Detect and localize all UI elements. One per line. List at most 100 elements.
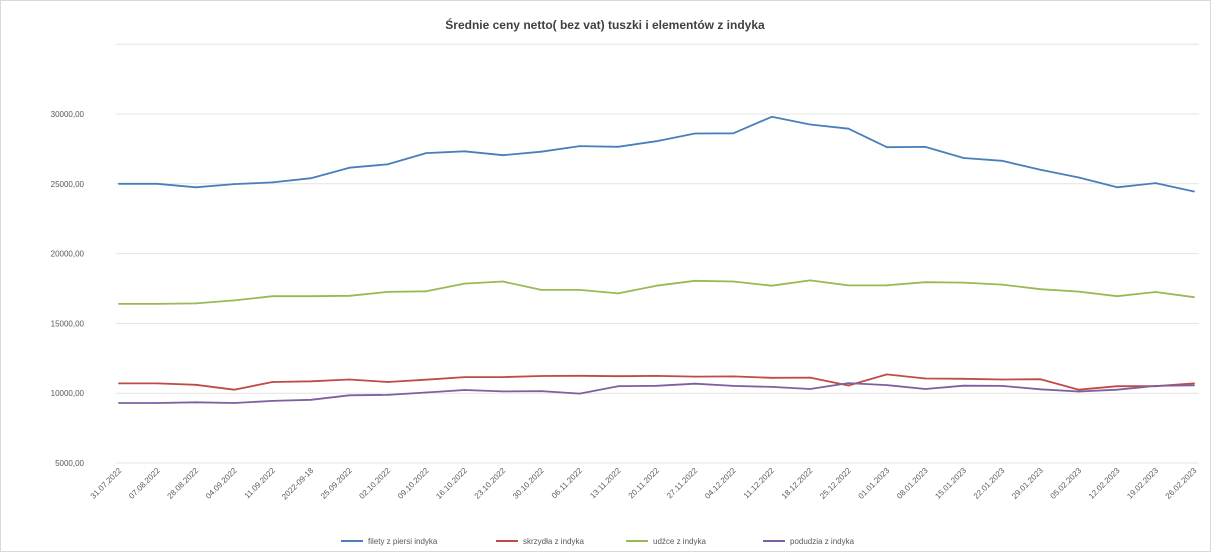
chart-title: Średnie ceny netto( bez vat) tuszki i el… [445,17,765,32]
x-tick-label: 25.09.2022 [319,466,354,501]
x-tick-label: 25.12.2022 [818,466,853,501]
data-point [578,392,581,395]
data-point [156,182,159,185]
data-point [578,288,581,291]
y-axis-ticks: 5000,00 10000,00 15000,00 20000,00 25000,00 3… [51,110,85,468]
data-point [885,284,888,287]
data-point [578,374,581,377]
data-point [271,399,274,402]
data-point [118,302,120,305]
data-point [770,115,773,118]
x-tick-label: 16.10.2022 [434,466,469,501]
data-point [540,375,543,377]
data-point [310,177,312,180]
data-point [655,374,658,377]
data-point [1001,378,1003,381]
y-tick-label: 25000,00 [51,180,85,189]
x-tick-label: 02.10.2022 [357,466,392,501]
data-point [1039,388,1042,391]
data-point [386,163,389,166]
data-point [425,290,428,293]
data-point [924,146,927,148]
data-point [386,290,389,293]
data-point [463,282,466,285]
x-tick-label: 18.12.2022 [780,466,815,501]
data-point [194,383,197,386]
data-point [655,284,658,287]
data-point [1001,385,1003,387]
data-point [502,154,504,157]
y-tick-label: 15000,00 [51,319,85,328]
legend-label: podudzia z indyka [790,537,855,546]
data-point [1154,291,1157,293]
x-tick-label: 29.01.2023 [1010,466,1045,501]
x-tick-label: 22.01.2023 [972,466,1007,501]
data-point [1077,176,1080,179]
data-point [425,152,428,154]
data-point [348,166,351,169]
data-point [655,140,658,143]
gridlines [116,43,1199,464]
data-point [502,280,504,283]
data-point [194,302,197,305]
y-tick-label: 30000,00 [51,110,85,119]
x-axis-ticks: 31.07.2022 07.08.2022 28.08.2022 04.09.2022… [89,466,1199,502]
data-point [847,127,850,130]
data-point [310,398,312,401]
data-point [770,376,773,379]
x-tick-label: 23.10.2022 [473,466,508,501]
data-point [885,384,888,387]
x-tick-label: 31.07.2022 [89,466,124,501]
data-point [655,384,658,387]
data-point [1001,159,1003,162]
data-point [962,157,965,159]
legend-label: filety z piersi indyka [368,537,438,546]
data-point [1193,296,1195,299]
data-point [271,295,274,298]
data-point [386,393,389,396]
data-point [118,182,120,185]
data-point [809,279,811,282]
data-point [1193,190,1195,193]
data-point [617,385,620,388]
series-line-3 [119,279,1195,305]
series-lines [118,115,1195,404]
data-point [233,402,236,404]
data-point [1001,283,1003,286]
data-point [463,150,466,153]
data-point [1154,182,1157,185]
data-point [425,391,428,394]
data-point [540,288,543,291]
data-point [1039,288,1042,291]
data-point [463,376,466,379]
y-tick-label: 20000,00 [51,250,85,259]
x-tick-label: 07.08.2022 [127,466,162,501]
x-tick-label: 04.12.2022 [703,466,738,501]
data-point [578,145,581,148]
data-point [962,377,965,380]
series-line-1 [119,115,1195,193]
legend: filety z piersi indyka skrzydła z indyka u… [341,537,855,546]
data-point [924,281,927,284]
data-point [156,302,159,305]
data-point [1077,388,1080,391]
data-point [1116,385,1119,388]
x-tick-label: 30.10.2022 [511,466,546,501]
data-point [693,279,696,282]
data-point [1154,385,1157,387]
data-point [386,381,389,383]
data-point [1193,384,1195,387]
x-tick-label: 11.09.2022 [243,466,278,501]
data-point [425,378,428,381]
y-tick-label: 5000,00 [55,459,84,468]
x-tick-label: 26.02.2023 [1164,466,1199,501]
data-point [540,150,543,153]
x-tick-label: 11.12.2022 [742,466,777,501]
data-point [770,386,773,388]
data-point [502,376,504,379]
y-tick-label: 10000,00 [51,389,85,398]
data-point [310,380,312,383]
x-tick-label: 27.11.2022 [665,466,700,501]
